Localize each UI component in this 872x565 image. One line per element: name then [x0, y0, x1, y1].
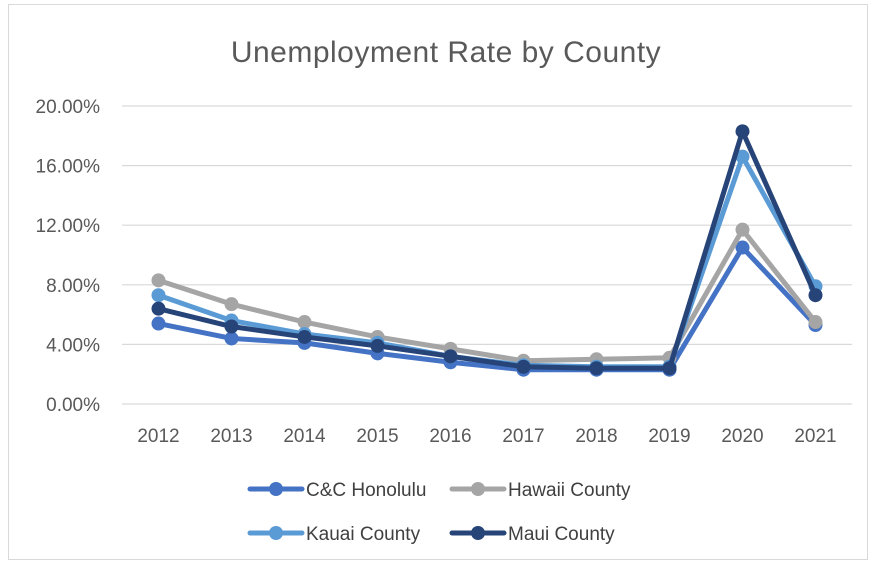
x-tick-label: 2017 — [502, 426, 544, 447]
data-point — [516, 359, 531, 374]
data-point — [297, 329, 312, 344]
x-tick-label: 2019 — [648, 426, 690, 447]
data-point — [224, 331, 239, 346]
series-line — [156, 154, 818, 370]
legend-marker — [471, 482, 485, 496]
y-tick-label: 0.00% — [46, 395, 100, 416]
series-3 — [151, 124, 823, 376]
y-tick-label: 12.00% — [36, 216, 101, 237]
x-tick-label: 2020 — [721, 426, 763, 447]
x-tick-label: 2014 — [283, 426, 326, 447]
series-1 — [151, 222, 823, 368]
x-tick-label: 2015 — [356, 426, 398, 447]
x-tick-label: 2018 — [575, 426, 617, 447]
series-line — [156, 227, 818, 364]
x-axis-ticks: 2012 2013 2014 2015 2016 2017 2018 2019 2020 2021 — [137, 426, 836, 447]
legend-item: Hawaii County — [449, 480, 631, 501]
data-point — [589, 361, 604, 376]
series-line — [156, 128, 818, 371]
data-point — [735, 240, 750, 255]
data-point — [224, 297, 239, 312]
chart-title: Unemployment Rate by County — [231, 36, 661, 69]
gridlines — [122, 105, 852, 405]
data-point — [370, 338, 385, 353]
y-tick-label: 8.00% — [46, 276, 100, 297]
data-point — [224, 319, 239, 334]
legend-label: Maui County — [508, 524, 615, 545]
legend-label: Kauai County — [306, 524, 421, 545]
data-point — [151, 301, 166, 316]
legend-label: C&C Honolulu — [306, 480, 426, 501]
series-lines — [151, 124, 823, 377]
y-axis-ticks: 0.00% 4.00% 8.00% 12.00% 16.00% 20.00% — [36, 97, 101, 416]
legend-marker — [269, 482, 283, 496]
data-point — [297, 315, 312, 330]
data-point — [808, 315, 823, 330]
legend-marker — [269, 526, 283, 540]
legend-item: Maui County — [449, 524, 615, 545]
legend-marker — [471, 526, 485, 540]
data-point — [151, 316, 166, 331]
series-line — [156, 245, 818, 373]
legend-label: Hawaii County — [508, 480, 631, 501]
y-tick-label: 16.00% — [36, 157, 101, 178]
legend-item: Kauai County — [247, 524, 421, 545]
legend: C&C Honolulu Hawaii County Kauai County Mau… — [247, 480, 631, 545]
x-tick-label: 2013 — [210, 426, 252, 447]
y-tick-label: 20.00% — [36, 97, 101, 118]
legend-item: C&C Honolulu — [247, 480, 426, 501]
data-point — [808, 288, 823, 303]
data-point — [443, 349, 458, 364]
data-point — [735, 124, 750, 139]
data-point — [735, 149, 750, 164]
x-tick-label: 2016 — [429, 426, 471, 447]
data-point — [662, 361, 677, 376]
y-tick-label: 4.00% — [46, 335, 100, 356]
data-point — [151, 273, 166, 288]
data-point — [151, 288, 166, 303]
x-tick-label: 2012 — [137, 426, 179, 447]
x-tick-label: 2021 — [794, 426, 836, 447]
data-point — [735, 222, 750, 237]
